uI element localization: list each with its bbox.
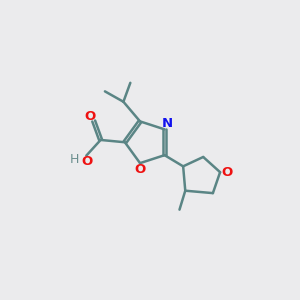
Text: O: O	[84, 110, 95, 123]
Text: N: N	[161, 117, 172, 130]
Text: H: H	[70, 153, 80, 166]
Text: O: O	[134, 163, 146, 176]
Text: O: O	[221, 166, 232, 179]
Text: O: O	[82, 155, 93, 168]
